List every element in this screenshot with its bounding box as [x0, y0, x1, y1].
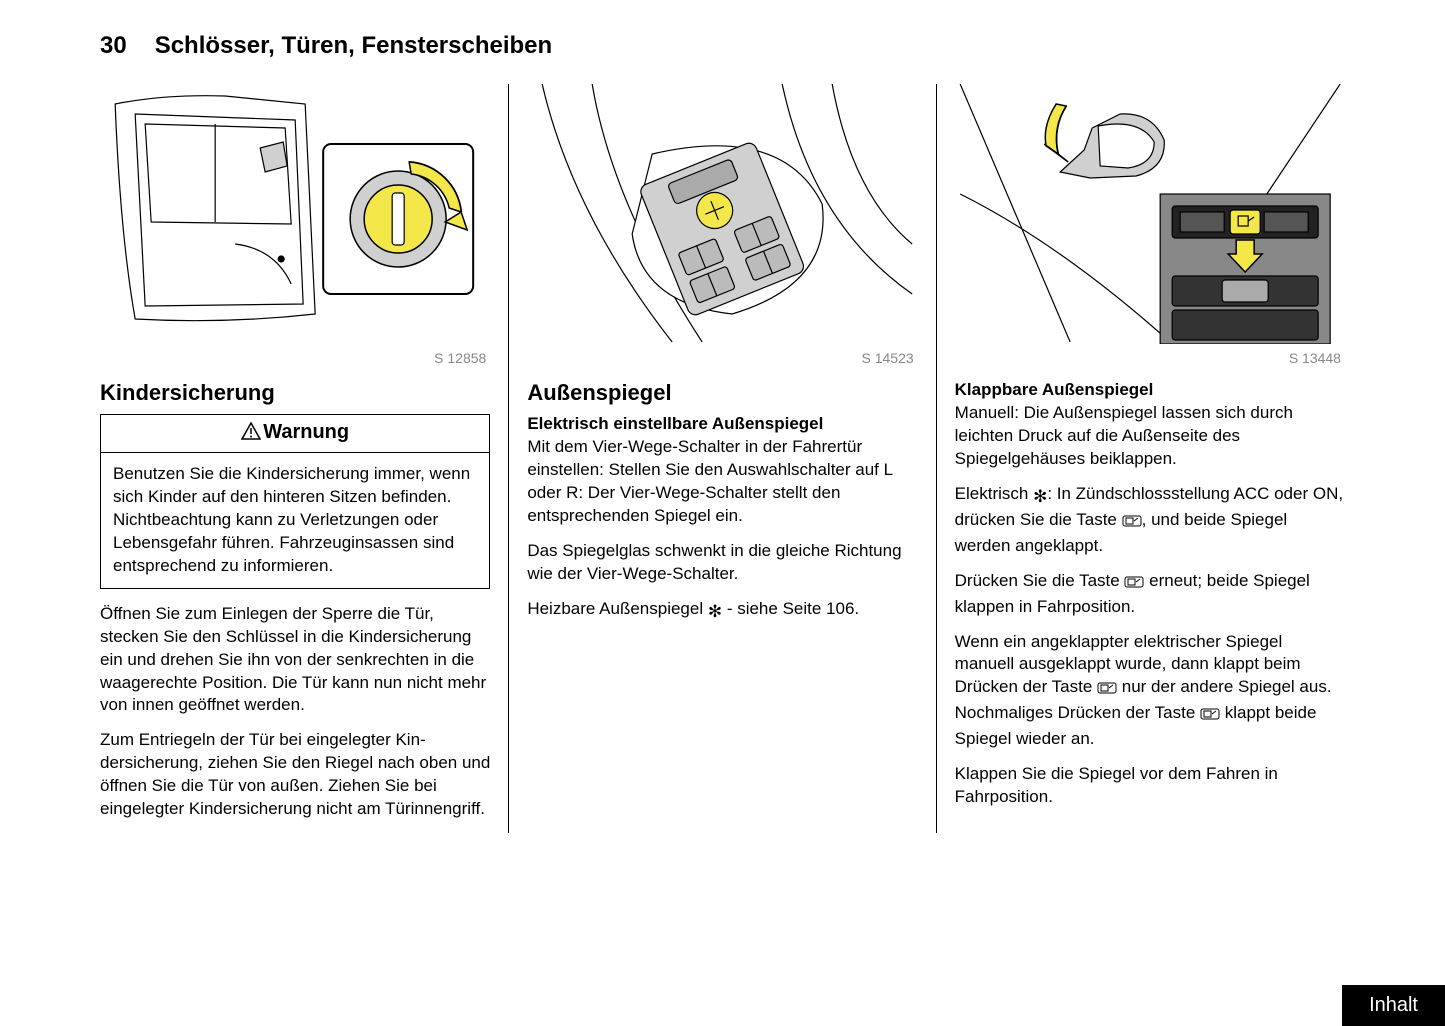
- body-text: Das Spiegelglas schwenkt in die gleiche …: [527, 540, 917, 586]
- figure-id: S 12858: [100, 350, 490, 366]
- section-title-kindersicherung: Kindersicherung: [100, 380, 490, 406]
- warning-box: Warnung Benutzen Sie die Kindersicherung…: [100, 414, 490, 589]
- body-text: Heizbare Außenspiegel ✻ - siehe Seite 10…: [527, 598, 917, 624]
- mirror-fold-icon: [1124, 573, 1144, 596]
- figure-child-lock: [100, 84, 490, 344]
- chapter-title: Schlösser, Türen, Fensterscheiben: [155, 32, 552, 60]
- page-header: 30 Schlösser, Türen, Fensterscheiben: [100, 32, 1345, 60]
- column-1: S 12858 Kindersicherung Warnung Benutzen…: [100, 84, 508, 833]
- subheading: Klappbare Außenspiegel: [955, 380, 1345, 400]
- inhalt-button[interactable]: Inhalt: [1342, 985, 1445, 1026]
- body-text: Öffnen Sie zum Einlegen der Sperre die T…: [100, 603, 490, 718]
- body-text: Klappen Sie die Spiegel vor dem Fahren i…: [955, 763, 1345, 809]
- body-text: Elektrisch ✻: In Zündschlossstellung ACC…: [955, 483, 1345, 558]
- body-text: Mit dem Vier-Wege-Schalter in der Fah­re…: [527, 436, 917, 528]
- figure-id: S 14523: [527, 350, 917, 366]
- body-text: Wenn ein angeklappter elektrischer Spieg…: [955, 631, 1345, 752]
- section-title-aussenspiegel: Außenspiegel: [527, 380, 917, 406]
- warning-body: Benutzen Sie die Kindersicherung immer, …: [101, 453, 489, 588]
- page-number: 30: [100, 32, 127, 60]
- figure-mirror-switch: [527, 84, 917, 344]
- column-3: S 13448 Klappbare Außenspiegel Manuell: …: [936, 84, 1345, 833]
- figure-id: S 13448: [955, 350, 1345, 366]
- snowflake-icon: ✻: [1033, 486, 1047, 509]
- body-text: Manuell: Die Außenspiegel lassen sich du…: [955, 402, 1345, 471]
- warning-title: Warnung: [101, 415, 489, 453]
- body-text: Zum Entriegeln der Tür bei eingelegter K…: [100, 729, 490, 821]
- body-text: Drücken Sie die Taste erneut; beide Spie…: [955, 570, 1345, 619]
- column-2: S 14523 Außenspiegel Elektrisch einstell…: [508, 84, 935, 833]
- mirror-fold-icon: [1122, 512, 1142, 535]
- mirror-fold-icon: [1097, 679, 1117, 702]
- figure-mirror-fold: [955, 84, 1345, 344]
- mirror-fold-icon: [1200, 705, 1220, 728]
- snowflake-icon: ✻: [708, 601, 722, 624]
- warning-icon: [241, 422, 261, 446]
- warning-label: Warnung: [263, 421, 349, 443]
- subheading: Elektrisch einstellbare Außenspiegel: [527, 414, 917, 434]
- content-columns: S 12858 Kindersicherung Warnung Benutzen…: [100, 84, 1345, 833]
